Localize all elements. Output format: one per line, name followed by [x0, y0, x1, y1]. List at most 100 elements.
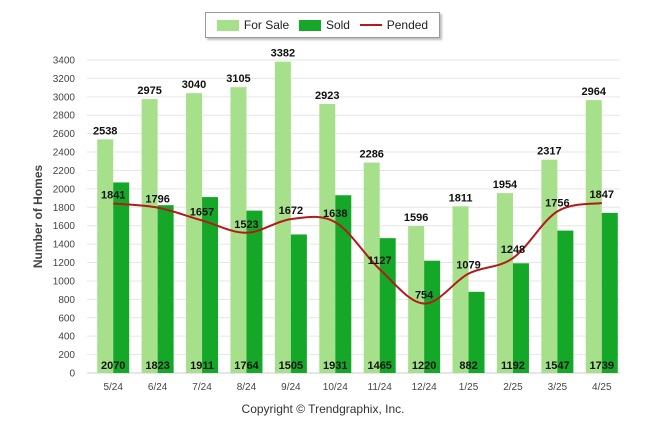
x-tick-label: 3/25 [548, 382, 568, 393]
y-tick-label: 600 [58, 313, 75, 324]
y-axis-title: Number of Homes [31, 165, 45, 269]
x-tick-label: 4/25 [592, 382, 612, 393]
data-label-pended: 1657 [190, 206, 214, 218]
bar-for-sale [141, 99, 158, 373]
data-label-sold: 1220 [412, 360, 436, 372]
data-label-sold: 1931 [323, 360, 347, 372]
bar-for-sale [363, 162, 380, 373]
bar-for-sale [97, 139, 114, 373]
x-tick-label: 5/24 [103, 382, 123, 393]
data-label-sold: 1465 [367, 360, 391, 372]
bar-sold [601, 212, 618, 373]
bar-for-sale [274, 61, 291, 374]
y-tick-label: 1200 [53, 258, 76, 269]
bar-for-sale [496, 193, 513, 373]
data-label-pended: 1672 [279, 205, 303, 217]
for-sale-swatch-icon [216, 19, 239, 31]
legend-item-sold[interactable]: Sold [298, 18, 350, 32]
bar-for-sale [230, 87, 247, 374]
data-label-sold: 882 [459, 360, 477, 372]
data-label-pended: 1796 [145, 194, 169, 206]
data-label-for-sale: 2964 [582, 86, 607, 98]
data-label-sold: 1911 [190, 360, 214, 372]
data-label-sold: 1505 [279, 360, 303, 372]
y-tick-label: 1000 [53, 276, 76, 287]
legend-label-sold: Sold [325, 18, 350, 32]
data-label-pended: 1638 [323, 208, 347, 220]
bar-sold [335, 195, 352, 373]
bar-for-sale [541, 159, 558, 373]
data-label-sold: 1547 [545, 360, 569, 372]
data-label-for-sale: 1811 [449, 192, 473, 204]
data-label-for-sale: 2538 [93, 125, 117, 137]
x-tick-label: 11/24 [368, 382, 393, 393]
y-tick-label: 3400 [53, 56, 76, 67]
legend: For Sale Sold Pended [205, 12, 440, 38]
x-tick-label: 7/24 [192, 382, 212, 393]
data-label-sold: 1823 [145, 360, 169, 372]
y-tick-label: 2600 [53, 129, 76, 140]
data-label-pended: 754 [415, 290, 434, 302]
legend-item-pended[interactable]: Pended [359, 18, 429, 32]
bar-sold [290, 234, 307, 373]
y-tick-label: 200 [58, 350, 75, 361]
pended-line-swatch-icon [359, 24, 382, 26]
x-tick-label: 2/25 [503, 382, 523, 393]
sold-swatch-icon [298, 19, 321, 31]
x-tick-label: 9/24 [281, 382, 301, 393]
data-label-for-sale: 2923 [315, 90, 339, 102]
x-tick-label: 10/24 [323, 382, 348, 393]
bar-sold [468, 291, 485, 373]
y-tick-label: 2000 [53, 184, 76, 195]
data-label-sold: 1192 [501, 360, 525, 372]
y-tick-label: 0 [69, 369, 75, 380]
x-tick-label: 6/24 [148, 382, 168, 393]
data-label-for-sale: 2975 [137, 85, 161, 97]
data-label-pended: 1847 [590, 189, 614, 201]
data-label-for-sale: 3382 [271, 48, 295, 60]
data-label-for-sale: 1954 [493, 179, 518, 191]
data-label-for-sale: 2286 [359, 149, 383, 161]
pended-line [113, 201, 602, 305]
y-tick-label: 1600 [53, 221, 76, 232]
x-tick-label: 8/24 [237, 382, 257, 393]
bar-sold [512, 263, 529, 373]
y-tick-label: 400 [58, 332, 75, 343]
bar-for-sale [186, 93, 203, 373]
bar-sold [202, 197, 219, 373]
y-tick-label: 1800 [53, 203, 76, 214]
y-tick-label: 1400 [53, 240, 76, 251]
x-tick-label: 12/24 [412, 382, 437, 393]
bar-sold [113, 182, 130, 373]
data-label-pended: 1127 [368, 255, 392, 267]
bar-for-sale [585, 100, 602, 374]
bar-sold [424, 260, 441, 373]
legend-item-for-sale[interactable]: For Sale [216, 18, 290, 32]
data-label-sold: 2070 [101, 360, 125, 372]
y-tick-label: 2200 [53, 166, 76, 177]
y-tick-label: 2800 [53, 111, 76, 122]
y-tick-label: 2400 [53, 148, 76, 159]
y-tick-label: 3200 [53, 74, 76, 85]
bar-sold [157, 205, 174, 373]
data-label-pended: 1523 [234, 219, 258, 231]
x-tick-label: 1/25 [459, 382, 479, 393]
data-label-sold: 1764 [234, 360, 259, 372]
data-label-for-sale: 3105 [226, 73, 250, 85]
bar-for-sale [408, 226, 425, 373]
y-tick-label: 3000 [53, 92, 76, 103]
data-label-for-sale: 1596 [404, 212, 428, 224]
data-label-pended: 1841 [101, 190, 125, 202]
y-tick-label: 800 [58, 295, 75, 306]
data-label-pended: 1756 [545, 197, 569, 209]
legend-label-pended: Pended [386, 18, 429, 32]
bar-for-sale [319, 103, 336, 374]
bar-sold [246, 210, 263, 373]
data-label-pended: 1248 [501, 244, 525, 256]
data-label-for-sale: 3040 [182, 79, 206, 91]
bar-sold [557, 230, 574, 373]
legend-label-for-sale: For Sale [243, 18, 290, 32]
data-label-sold: 1739 [590, 360, 614, 372]
